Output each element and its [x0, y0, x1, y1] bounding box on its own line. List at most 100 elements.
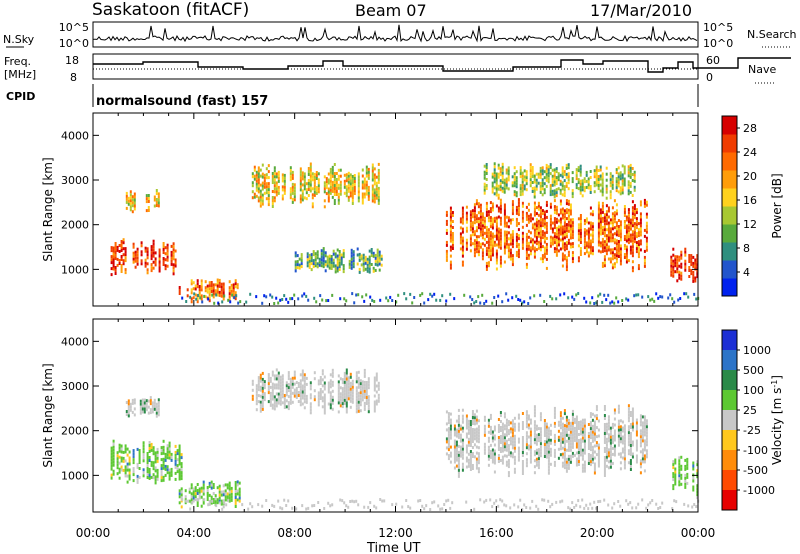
- velocity-cell: [561, 425, 564, 429]
- velocity-cell: [176, 452, 179, 456]
- power-cell: [601, 193, 604, 197]
- velocity-cell: [639, 462, 642, 466]
- velocity-cell: [345, 368, 348, 372]
- velocity-cell: [261, 407, 264, 411]
- velocity-cell: [234, 490, 237, 493]
- power-cell: [645, 248, 648, 252]
- power-cell: [477, 220, 480, 224]
- power-ground-cell: [301, 294, 304, 298]
- power-cell: [481, 257, 484, 261]
- power-cell: [273, 184, 276, 188]
- velocity-cell: [457, 444, 460, 448]
- velocity-cell: [365, 390, 368, 393]
- power-cell: [519, 166, 522, 170]
- velocity-cell: [228, 493, 231, 497]
- velocity-cell: [483, 451, 486, 455]
- power-cell: [311, 193, 314, 197]
- power-cell: [539, 218, 542, 222]
- velocity-cell: [569, 439, 572, 443]
- velocity-cell: [565, 415, 568, 419]
- velocity-ground-cell: [447, 498, 450, 502]
- power-cell: [619, 171, 622, 175]
- velocity-cell: [469, 468, 472, 471]
- power-cell: [551, 168, 554, 172]
- velocity-cell: [577, 439, 580, 442]
- power-cell: [271, 190, 274, 193]
- power-cell: [537, 240, 540, 244]
- power-cell: [503, 206, 506, 210]
- velocity-ground-cell: [559, 500, 562, 504]
- power-cell: [676, 279, 679, 283]
- velocity-cell: [145, 408, 148, 412]
- velocity-cell: [355, 374, 358, 378]
- power-cell: [491, 244, 494, 248]
- velocity-cell: [449, 430, 452, 434]
- velocity-cell: [141, 410, 144, 414]
- power-cell: [499, 185, 502, 189]
- power-cell: [497, 196, 500, 200]
- power-ground-cell: [527, 302, 530, 305]
- velocity-cell: [331, 368, 334, 372]
- power-cell: [545, 172, 548, 176]
- power-cell: [300, 259, 303, 263]
- power-cell: [505, 242, 508, 246]
- velocity-cell: [299, 379, 302, 383]
- power-cell: [289, 175, 292, 179]
- power-cell: [497, 166, 500, 170]
- velocity-cell: [317, 400, 320, 404]
- power-cell: [147, 206, 150, 209]
- velocity-cell: [597, 419, 600, 423]
- power-cell: [155, 198, 158, 201]
- power-cell: [372, 251, 375, 255]
- velocity-cell: [569, 433, 572, 437]
- velocity-ground-cell: [625, 499, 628, 503]
- velocity-cell: [609, 450, 612, 454]
- velocity-cell: [367, 404, 370, 408]
- velocity-cell: [301, 390, 304, 394]
- velocity-cell: [483, 430, 486, 434]
- power-cell: [609, 257, 612, 261]
- power-cell: [495, 181, 498, 185]
- power-cell: [565, 172, 568, 176]
- velocity-cell: [563, 460, 566, 464]
- velocity-cell: [143, 407, 146, 411]
- power-cell: [485, 261, 488, 265]
- velocity-cell: [613, 447, 616, 451]
- power-cell: [609, 230, 612, 234]
- power-ground-cell: [677, 298, 680, 302]
- power-cell: [694, 258, 697, 262]
- velocity-cell: [543, 449, 546, 452]
- velocity-cell: [611, 446, 614, 450]
- power-cell: [503, 184, 506, 188]
- power-cell: [459, 232, 462, 236]
- velocity-cell: [591, 433, 594, 437]
- power-cell: [483, 216, 486, 220]
- velocity-ylabel: Slant Range [km]: [41, 363, 55, 467]
- power-cell: [132, 254, 135, 258]
- velocity-ground-cell: [613, 502, 616, 506]
- power-cell: [353, 189, 356, 192]
- velocity-cell: [573, 417, 576, 421]
- power-cell: [645, 239, 648, 243]
- velocity-cell: [525, 464, 528, 468]
- velocity-cell: [449, 454, 452, 458]
- power-cell: [497, 187, 500, 191]
- velocity-cell: [589, 457, 592, 461]
- power-cell: [333, 172, 336, 175]
- velocity-cell: [491, 430, 494, 434]
- power-cell: [525, 223, 528, 227]
- power-cell: [485, 240, 488, 244]
- velocity-cell: [487, 421, 490, 425]
- power-cell: [605, 204, 608, 208]
- velocity-cell: [152, 446, 155, 450]
- power-cell: [609, 196, 612, 200]
- power-cell: [489, 231, 492, 235]
- velocity-cell: [148, 468, 151, 471]
- power-cell: [338, 268, 341, 271]
- velocity-cell: [139, 411, 142, 415]
- power-cell: [561, 246, 564, 250]
- power-cell: [645, 200, 648, 204]
- power-cell: [445, 258, 448, 262]
- power-cell: [170, 244, 173, 248]
